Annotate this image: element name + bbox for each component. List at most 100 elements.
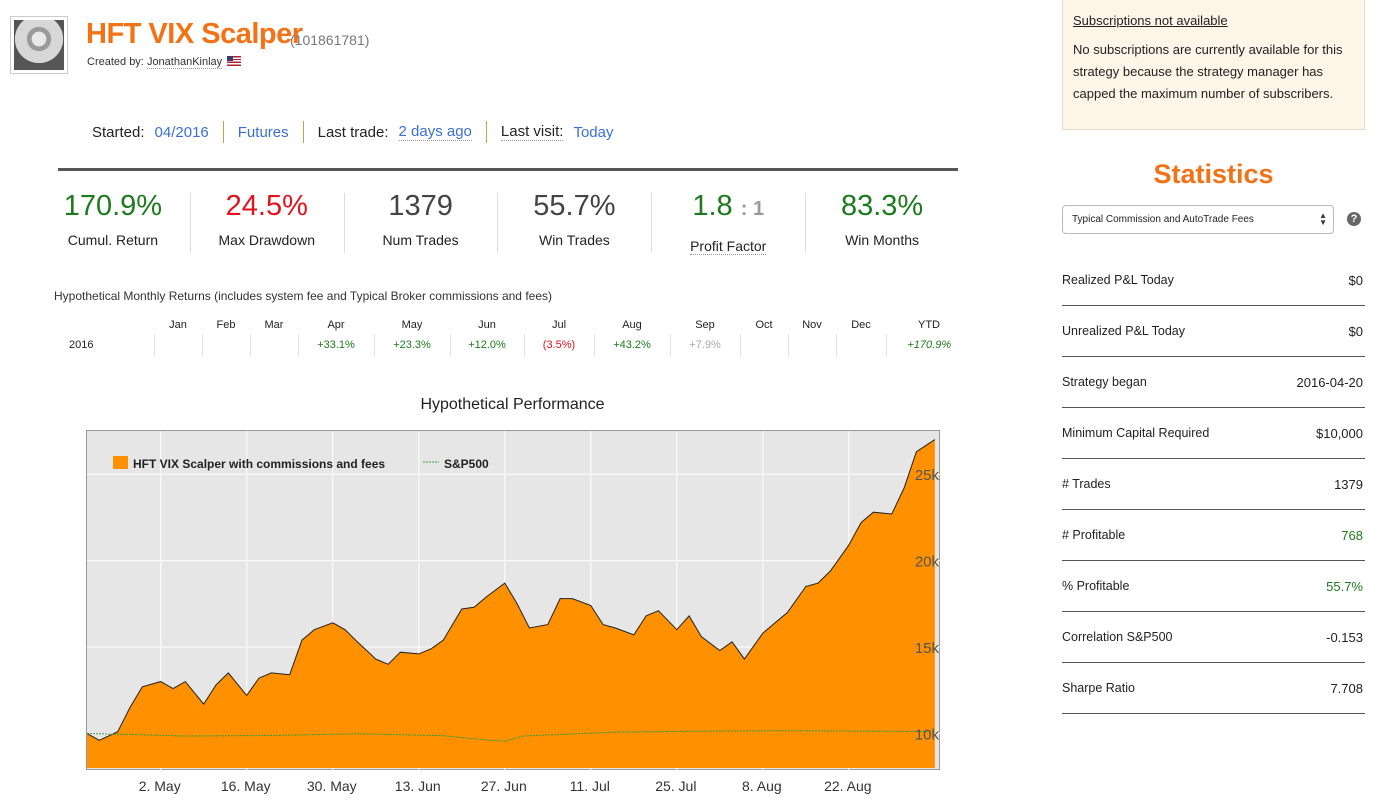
win-months-label: Win Months <box>845 232 920 248</box>
month-header: Feb <box>216 319 236 331</box>
statistics-row-value: 768 <box>1341 527 1363 543</box>
strategy-area <box>87 439 935 768</box>
x-tick-label: 16. May <box>220 778 271 794</box>
statistics-row-label: Realized P&L Today <box>1062 273 1174 287</box>
strategy-meta-row: Started: 04/2016 Futures Last trade: 2 d… <box>92 121 613 143</box>
num-trades-value: 1379 <box>388 190 453 222</box>
avatar-photo <box>14 20 64 70</box>
month-return-cell: +7.9% <box>669 334 740 356</box>
statistics-row-value: $0 <box>1348 272 1363 288</box>
x-tick-label: 25. Jul <box>655 778 697 794</box>
statistics-row: Sharpe Ratio 7.708 <box>1062 663 1365 714</box>
month-header: Dec <box>851 319 871 331</box>
statistics-row-value: 1379 <box>1334 476 1363 492</box>
stat-cumul-return: 170.9% Cumul. Return <box>36 188 190 254</box>
month-header: May <box>401 319 423 331</box>
statistics-row-value: $10,000 <box>1316 425 1363 441</box>
created-by: Created by: JonathanKinlay <box>87 56 242 69</box>
month-header: Jan <box>169 319 187 331</box>
monthly-returns-table: Jan Feb Mar Apr May Jun Jul Aug Sep Oct Nov Dec YTD … <box>58 316 972 356</box>
fee-mode-select[interactable]: Typical Commission and AutoTrade Fees ▲ ▼ <box>1062 205 1334 234</box>
profit-factor-label-wrap[interactable]: Profit Factor <box>651 238 805 255</box>
strategy-line <box>87 439 936 741</box>
last-visit-value: Today <box>573 123 614 141</box>
created-by-user-link[interactable]: JonathanKinlay <box>146 56 223 69</box>
profit-factor-value-wrap: 1.8 : 1 <box>651 188 805 227</box>
strategy-id: (101861781) <box>290 32 370 48</box>
x-tick-label: 8. Aug <box>741 778 782 794</box>
last-trade-value: 2 days ago <box>398 123 472 141</box>
month-header: YTD <box>918 319 940 331</box>
statistics-row: Realized P&L Today $0 <box>1062 255 1365 306</box>
last-visit-label: Last visit: <box>500 123 564 141</box>
section-divider <box>58 168 958 171</box>
profit-factor-value: 1.8 <box>692 190 733 222</box>
x-tick-label: 30. May <box>306 778 357 794</box>
win-months-value: 83.3% <box>840 190 924 222</box>
stat-win-trades: 55.7% Win Trades <box>497 188 651 254</box>
month-header <box>58 316 154 334</box>
y-tick-label: 15k <box>915 640 940 657</box>
month-return-cell <box>249 334 298 356</box>
statistics-row-label: % Profitable <box>1062 579 1130 593</box>
month-return-cell <box>739 334 788 356</box>
x-tick-label: 22. Aug <box>824 778 872 794</box>
statistics-table: Realized P&L Today $0 Unrealized P&L Today… <box>1062 255 1365 714</box>
statistics-row-label: Unrealized P&L Today <box>1062 324 1185 338</box>
us-flag-icon <box>227 56 242 66</box>
meta-divider <box>485 121 487 143</box>
x-tick-label: 2. May <box>138 778 181 794</box>
win-trades-value: 55.7% <box>533 190 616 222</box>
y-tick-label: 20k <box>915 554 940 571</box>
statistics-row: # Profitable 768 <box>1062 510 1365 561</box>
month-header: Sep <box>695 319 715 331</box>
max-drawdown-label: Max Drawdown <box>218 232 315 248</box>
select-arrows-icon: ▲ ▼ <box>1319 211 1327 227</box>
stat-win-months: 83.3% Win Months <box>805 188 959 254</box>
strategy-title[interactable]: HFT VIX Scalper <box>86 18 303 50</box>
monthly-returns-title: Hypothetical Monthly Returns (includes s… <box>54 289 552 303</box>
year-cell: 2016 <box>69 339 94 351</box>
x-tick-label: 27. Jun <box>480 778 527 794</box>
statistics-row-label: Minimum Capital Required <box>1062 426 1210 440</box>
performance-chart: 10k 15k 20k 25k HFT VIX Scalper with commiss… <box>86 430 941 771</box>
started-label: Started: <box>92 123 145 141</box>
table-row: 2016 +33.1% +23.3% +12.0% (3.5%) +43.2% +7.9% +… <box>58 334 972 356</box>
month-return-cell: +23.3% <box>373 334 450 356</box>
month-return-cell <box>787 334 836 356</box>
avatar[interactable] <box>10 16 68 74</box>
y-tick-label: 10k <box>915 726 940 743</box>
cumul-return-value: 170.9% <box>63 190 163 222</box>
subscription-notice-text: No subscriptions are currently available… <box>1073 42 1343 101</box>
month-header: Mar <box>264 319 284 331</box>
month-return-cell: +43.2% <box>593 334 670 356</box>
subscription-notice: Subscriptions not available No subscript… <box>1062 0 1365 130</box>
num-trades-label: Num Trades <box>382 232 459 248</box>
help-icon[interactable]: ? <box>1347 212 1361 226</box>
statistics-row: # Trades 1379 <box>1062 459 1365 510</box>
statistics-row-value: 2016-04-20 <box>1296 374 1364 390</box>
profit-factor-ratio: : 1 <box>740 198 765 220</box>
legend-label-strategy: HFT VIX Scalper with commissions and fee… <box>133 457 385 471</box>
created-by-label: Created by: <box>87 56 144 68</box>
meta-divider <box>222 121 224 143</box>
stat-max-drawdown: 24.5% Max Drawdown <box>189 188 344 254</box>
statistics-row-value: 55.7% <box>1326 578 1363 594</box>
month-return-cell: +12.0% <box>449 334 524 356</box>
subscription-notice-title[interactable]: Subscriptions not available <box>1073 13 1228 28</box>
statistics-row: Correlation S&P500 -0.153 <box>1062 612 1365 663</box>
statistics-row: % Profitable 55.7% <box>1062 561 1365 612</box>
profit-factor-label[interactable]: Profit Factor <box>690 238 767 255</box>
statistics-row: Minimum Capital Required $10,000 <box>1062 408 1365 459</box>
y-tick-label: 25k <box>915 467 940 484</box>
month-return-cell: (3.5%) <box>523 334 594 356</box>
meta-divider <box>302 121 304 143</box>
x-tick-label: 11. Jul <box>569 778 610 794</box>
month-return-cell: +33.1% <box>297 334 374 356</box>
statistics-row: Unrealized P&L Today $0 <box>1062 306 1365 357</box>
chart-title: Hypothetical Performance <box>420 396 605 413</box>
last-trade-label: Last trade: <box>317 123 389 141</box>
statistics-row-value: -0.153 <box>1326 629 1363 645</box>
sp500-line <box>87 730 935 742</box>
legend-swatch-strategy <box>113 456 128 469</box>
